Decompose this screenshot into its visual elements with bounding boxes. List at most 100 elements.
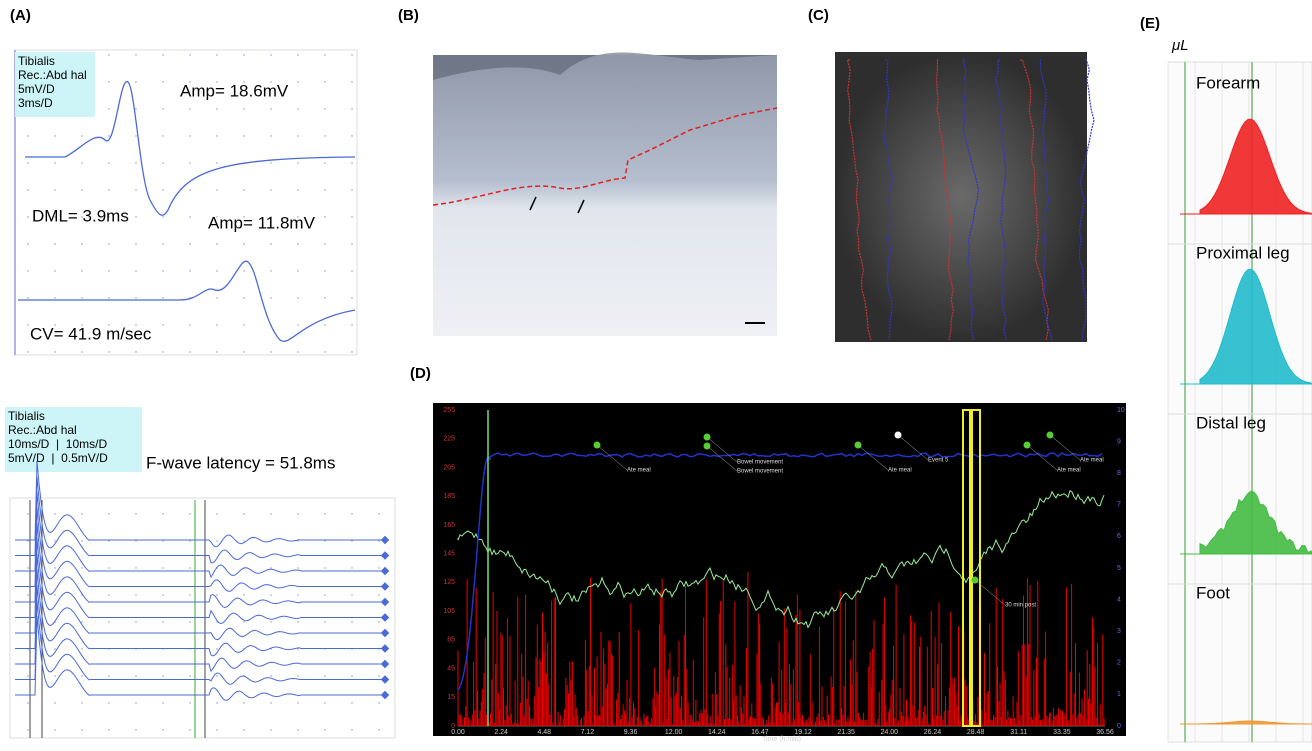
y2-tick-label: 3 <box>1117 628 1121 635</box>
info-text: 5mV/D | 0.5mV/D <box>8 451 108 465</box>
fwave-traces <box>15 460 390 738</box>
panel-label: (B) <box>398 7 419 24</box>
trace-end <box>380 644 390 653</box>
fwave-trace <box>15 460 385 548</box>
event-leader <box>1026 444 1058 471</box>
emg-trace <box>18 260 356 343</box>
trace-end <box>380 675 390 684</box>
unit-label: μL <box>1171 37 1189 54</box>
panel-label: (A) <box>10 7 31 24</box>
trace-end <box>380 628 390 638</box>
event-label: Bowel movement <box>737 460 783 466</box>
site-label: Proximal leg <box>1196 243 1290 262</box>
temperature-line <box>457 490 1105 629</box>
fwave-trace <box>15 522 385 609</box>
info-text: 5mV/D <box>18 82 55 96</box>
y-tick-label: 225 <box>443 436 455 443</box>
x-tick-label: 9.36 <box>624 729 638 736</box>
y2-tick-label: 4 <box>1117 596 1121 603</box>
y2-tick-label: 0 <box>1117 723 1121 730</box>
fiber <box>935 59 955 341</box>
event-label: Ate meal <box>888 468 912 474</box>
event-leader <box>706 436 738 463</box>
x-tick-label: 7.12 <box>581 729 595 736</box>
y-tick-label: 45 <box>447 665 455 672</box>
y2-tick-label: 2 <box>1117 660 1121 667</box>
trace-end <box>380 659 390 669</box>
histology-texture <box>433 52 777 80</box>
y-tick-label: 15 <box>447 694 455 701</box>
fwave-trace <box>15 553 385 641</box>
trace-end <box>380 613 390 622</box>
boundary-line <box>432 107 778 206</box>
monitor-content: 0.00 2.24 4.48 7.12 9.36 12.00 14.24 16.47 19.12… <box>443 407 1125 743</box>
highlight-box <box>962 409 971 727</box>
y-tick-label: 105 <box>443 608 455 615</box>
x-tick-label: 36.56 <box>1096 729 1114 736</box>
event-leader <box>1049 434 1081 461</box>
annotation: Amp= 18.6mV <box>180 81 289 100</box>
event-leader <box>897 434 929 461</box>
trace-end <box>380 690 390 700</box>
trace-end <box>380 582 390 591</box>
fiber <box>1020 59 1050 341</box>
arrow <box>529 196 585 214</box>
info-text: Rec.:Abd hal <box>8 423 77 437</box>
flow-curve <box>1180 118 1312 215</box>
y2-tick-label: 6 <box>1117 533 1121 540</box>
x-tick-label: 24.00 <box>881 729 899 736</box>
event-label: Event 5 <box>928 458 949 464</box>
site-label: Foot <box>1196 583 1230 602</box>
flow-curve <box>1180 720 1312 725</box>
info-text: Tibialis <box>18 54 55 68</box>
trace-end <box>380 535 390 545</box>
fwave-trace <box>15 600 385 685</box>
panel-label: (C) <box>808 7 829 24</box>
event-label: Ate meal <box>1080 458 1104 464</box>
trace-end <box>380 566 390 576</box>
y-tick-label: 255 <box>443 407 455 414</box>
position-line <box>457 452 1103 691</box>
x-tick-label: 31.11 <box>1010 729 1027 736</box>
panel-label: (D) <box>410 365 431 382</box>
x-tick-label: 4.48 <box>537 729 551 736</box>
info-text: 3ms/D <box>18 96 53 110</box>
event-label: Bowel movement <box>737 469 783 475</box>
fwave-trace <box>15 584 385 673</box>
info-box <box>5 407 142 472</box>
fwave-trace <box>15 615 385 701</box>
x-tick-label: 2.24 <box>494 729 508 736</box>
y-tick-label: 165 <box>443 522 455 529</box>
panel-label: (E) <box>1140 15 1160 32</box>
annotation: Amp= 11.8mV <box>208 213 316 232</box>
highlight-box <box>971 409 981 727</box>
event-leader <box>706 445 738 472</box>
event-leader <box>974 579 1006 606</box>
fiber <box>846 59 872 341</box>
y2-tick-label: 9 <box>1117 438 1121 445</box>
fwave-trace <box>15 476 385 564</box>
site-label: Distal leg <box>1196 413 1266 432</box>
x-tick-label: 28.48 <box>967 729 985 736</box>
y-tick-label: 145 <box>443 550 455 557</box>
fwave-trace <box>15 507 385 592</box>
trace-end <box>380 551 390 560</box>
info-text: Rec.:Abd hal <box>18 68 87 82</box>
y2-tick-label: 1 <box>1117 691 1121 698</box>
event-label: 30 min post <box>1005 603 1036 609</box>
fiber <box>1039 59 1053 341</box>
x-tick-label: 26.24 <box>924 729 942 736</box>
fiber <box>883 59 893 341</box>
y-tick-label: 205 <box>443 464 455 471</box>
fwave-trace <box>15 538 385 625</box>
y-tick-label: 0 <box>451 723 455 730</box>
flow-curve <box>1180 490 1312 555</box>
flow-content: Forearm Proximal leg Distal leg Foot <box>1167 62 1312 742</box>
annotation: CV= 41.9 m/sec <box>30 324 152 343</box>
fiber <box>1078 59 1095 341</box>
microscopy-image <box>835 52 1087 342</box>
flow-curve <box>1180 268 1312 385</box>
x-tick-label: 12.00 <box>665 729 683 736</box>
annotation: DML= 3.9ms <box>32 206 129 225</box>
y2-tick-label: 8 <box>1117 470 1121 477</box>
